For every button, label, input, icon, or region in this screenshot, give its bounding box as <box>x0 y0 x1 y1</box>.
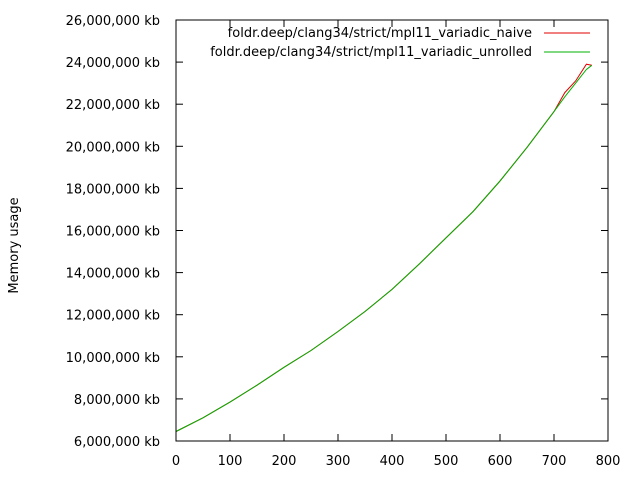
y-tick-label: 8,000,000 kb <box>74 393 160 408</box>
y-tick-label: 16,000,000 kb <box>66 225 160 240</box>
y-tick-label: 18,000,000 kb <box>66 182 160 197</box>
y-tick-label: 10,000,000 kb <box>66 351 160 366</box>
legend: foldr.deep/clang34/strict/mpl11_variadic… <box>210 26 590 60</box>
x-tick-label: 600 <box>488 454 513 469</box>
y-tick-label: 22,000,000 kb <box>66 98 160 113</box>
y-tick-label: 20,000,000 kb <box>66 140 160 155</box>
x-tick-label: 700 <box>542 454 567 469</box>
y-tick-label: 14,000,000 kb <box>66 267 160 282</box>
series-line-1 <box>175 63 592 432</box>
x-tick-label: 200 <box>272 454 297 469</box>
x-tick-label: 300 <box>326 454 351 469</box>
plot-frame <box>175 19 609 442</box>
y-tick-label: 26,000,000 kb <box>66 14 160 29</box>
x-tick-label: 400 <box>380 454 405 469</box>
x-tick-label: 800 <box>596 454 621 469</box>
y-tick-label: 24,000,000 kb <box>66 56 160 71</box>
legend-label-1: foldr.deep/clang34/strict/mpl11_variadic… <box>228 26 532 41</box>
x-tick-label: 100 <box>218 454 243 469</box>
x-tick-label: 0 <box>172 454 180 469</box>
legend-label-2: foldr.deep/clang34/strict/mpl11_variadic… <box>210 45 532 60</box>
y-tick-label: 6,000,000 kb <box>74 435 160 450</box>
y-axis-title: Memory usage <box>7 197 22 293</box>
series-line-2 <box>175 64 593 432</box>
y-tick-label: 12,000,000 kb <box>66 309 160 324</box>
ticks-layer: 6,000,000 kb 8,000,000 kb 10,000,000 kb 12,… <box>66 14 621 469</box>
series-layer <box>175 63 593 432</box>
x-tick-label: 500 <box>434 454 459 469</box>
